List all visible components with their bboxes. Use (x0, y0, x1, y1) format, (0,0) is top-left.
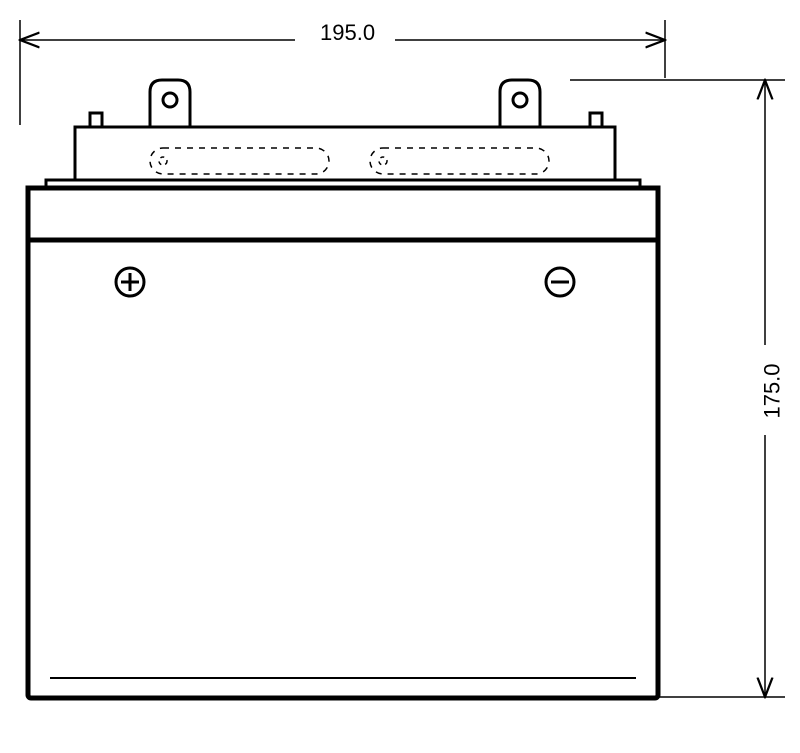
notch-left (90, 113, 102, 127)
notch-right (590, 113, 602, 127)
lid-front (28, 188, 658, 240)
battery-diagram (0, 0, 800, 753)
drawing-canvas: 195.0 175.0 (0, 0, 800, 753)
terminal-right (500, 80, 540, 127)
terminal-left (150, 80, 190, 127)
dimension-height-label: 175.0 (760, 363, 786, 418)
dimension-width-label: 195.0 (320, 20, 375, 46)
battery-body-outer (28, 188, 658, 698)
